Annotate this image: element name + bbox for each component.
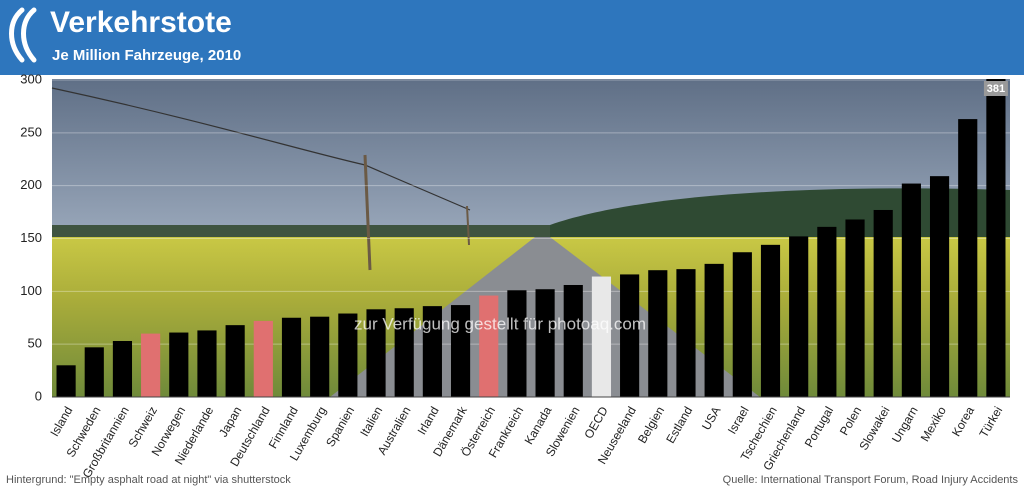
- y-tick-label: 50: [28, 336, 42, 351]
- bar: [760, 244, 781, 397]
- y-tick-label: 300: [20, 71, 42, 86]
- credit: Hintergrund: "Empty asphalt road at nigh…: [6, 474, 291, 486]
- value-label: 381: [987, 83, 1005, 95]
- bar: [732, 252, 752, 397]
- watermark: zur Verfügung gestellt für photoaq.com: [354, 314, 646, 333]
- bar: [253, 320, 273, 397]
- bar: [873, 209, 893, 397]
- y-tick-label: 150: [20, 230, 42, 245]
- x-tick-label: Israel: [725, 404, 752, 436]
- bar: [422, 306, 442, 397]
- bar: [929, 176, 950, 397]
- bar: [366, 309, 386, 397]
- chart-title: Verkehrstote: [50, 6, 232, 39]
- plot-area: [52, 79, 1010, 397]
- y-tick-label: 100: [20, 283, 42, 298]
- bar: [394, 308, 414, 397]
- x-tick-label: Belgien: [635, 404, 667, 446]
- x-tick-label: Türkei: [976, 404, 1005, 440]
- value-label-box: [983, 81, 1008, 96]
- bar: [591, 276, 612, 397]
- bar: [479, 295, 499, 397]
- bar: [169, 332, 189, 397]
- header-band: [0, 0, 1024, 75]
- y-tick-label: 0: [35, 388, 42, 403]
- bar: [676, 269, 696, 397]
- x-tick-label: Estland: [663, 404, 695, 446]
- source: Quelle: International Transport Forum, R…: [723, 474, 1019, 486]
- chart-subtitle: Je Million Fahrzeuge, 2010: [52, 47, 241, 64]
- bar: [225, 325, 245, 397]
- bar: [986, 79, 1006, 397]
- bar: [450, 305, 471, 397]
- bar: [845, 219, 865, 397]
- bar: [507, 290, 527, 397]
- x-tick-label: Island: [47, 404, 75, 439]
- bar: [141, 333, 161, 397]
- y-tick-label: 200: [20, 177, 42, 192]
- bar: [56, 365, 76, 397]
- x-tick-label: Italien: [357, 404, 385, 439]
- bar: [789, 236, 809, 397]
- x-tick-label: Japan: [216, 404, 244, 439]
- x-tick-label: Ungarn: [889, 404, 921, 445]
- bar: [338, 313, 358, 397]
- x-tick-label: Korea: [949, 404, 977, 439]
- bar: [958, 119, 978, 397]
- bar: [817, 226, 837, 397]
- x-tick-label: OECD: [581, 404, 611, 441]
- bar: [112, 340, 133, 397]
- bar: [648, 270, 668, 397]
- x-tick-label: Polen: [837, 404, 864, 438]
- bar: [197, 330, 217, 397]
- x-tick-label: Irland: [415, 404, 442, 437]
- oecd-logo: [9, 7, 37, 63]
- bar: [535, 289, 555, 397]
- bar: [620, 274, 640, 397]
- bar: [901, 183, 921, 397]
- bar: [84, 347, 104, 397]
- x-tick-label: Mexiko: [918, 404, 949, 444]
- y-tick-label: 250: [20, 124, 42, 139]
- bar: [563, 284, 583, 397]
- x-tick-label: USA: [699, 404, 723, 432]
- bar: [310, 316, 330, 397]
- bar: [281, 317, 302, 397]
- bar: [704, 263, 724, 397]
